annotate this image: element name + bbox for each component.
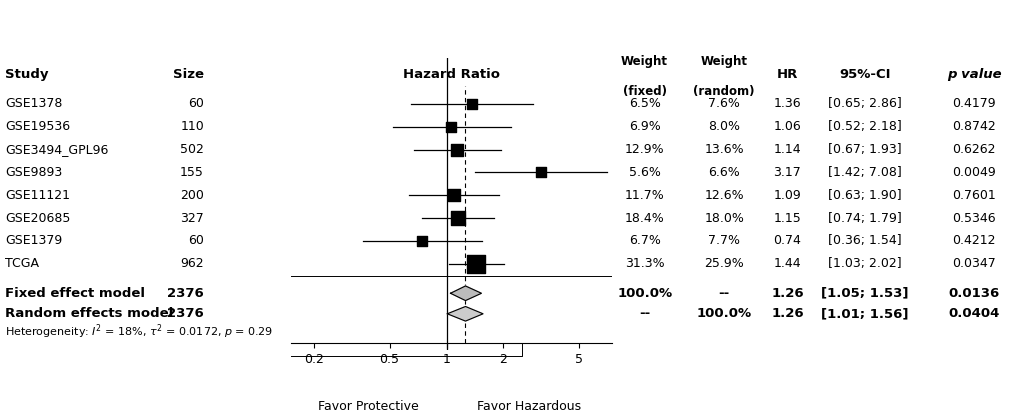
Text: 5.6%: 5.6% — [628, 166, 660, 179]
Text: 8.0%: 8.0% — [707, 120, 740, 133]
Text: 1.09: 1.09 — [772, 189, 801, 202]
Text: 0.0404: 0.0404 — [948, 307, 999, 320]
Text: 100.0%: 100.0% — [696, 307, 751, 320]
Text: 0.7601: 0.7601 — [952, 189, 995, 202]
Text: [0.36; 1.54]: [0.36; 1.54] — [827, 234, 901, 247]
Text: 6.7%: 6.7% — [628, 234, 660, 247]
Text: HR: HR — [776, 68, 797, 81]
Text: 18.0%: 18.0% — [703, 211, 744, 224]
Text: Size: Size — [173, 68, 204, 81]
Text: 0.4179: 0.4179 — [952, 98, 995, 111]
Text: 13.6%: 13.6% — [704, 143, 743, 156]
Text: --: -- — [717, 287, 730, 300]
Point — [449, 215, 466, 221]
Text: Weight: Weight — [700, 55, 747, 68]
Text: [0.63; 1.90]: [0.63; 1.90] — [827, 189, 901, 202]
Text: GSE1378: GSE1378 — [5, 98, 62, 111]
Text: [1.01; 1.56]: [1.01; 1.56] — [820, 307, 908, 320]
Text: 11.7%: 11.7% — [625, 189, 663, 202]
Text: Heterogeneity: $I^2$ = 18%, $\tau^2$ = 0.0172, $p$ = 0.29: Heterogeneity: $I^2$ = 18%, $\tau^2$ = 0… — [5, 323, 273, 342]
Point — [464, 100, 480, 107]
Text: 1.15: 1.15 — [772, 211, 801, 224]
Text: 6.9%: 6.9% — [628, 120, 660, 133]
Text: GSE1379: GSE1379 — [5, 234, 62, 247]
Text: (fixed): (fixed) — [622, 85, 666, 98]
Text: 962: 962 — [180, 257, 204, 270]
Text: [1.42; 7.08]: [1.42; 7.08] — [827, 166, 901, 179]
Text: GSE3494_GPL96: GSE3494_GPL96 — [5, 143, 108, 156]
Text: [1.05; 1.53]: [1.05; 1.53] — [820, 287, 908, 300]
Text: 0.74: 0.74 — [772, 234, 801, 247]
Text: 1.26: 1.26 — [770, 287, 803, 300]
Text: Hazard Ratio: Hazard Ratio — [403, 68, 499, 81]
Point — [448, 146, 465, 153]
Text: --: -- — [638, 307, 650, 320]
Text: 0.0049: 0.0049 — [952, 166, 995, 179]
Text: 1.14: 1.14 — [772, 143, 801, 156]
Text: 6.5%: 6.5% — [628, 98, 660, 111]
Text: 0.8742: 0.8742 — [952, 120, 995, 133]
Point — [468, 260, 484, 267]
Text: 155: 155 — [180, 166, 204, 179]
Text: GSE19536: GSE19536 — [5, 120, 70, 133]
Text: Random effects model: Random effects model — [5, 307, 173, 320]
Text: p value: p value — [946, 68, 1001, 81]
Text: 12.9%: 12.9% — [625, 143, 663, 156]
Polygon shape — [450, 286, 481, 301]
Text: 1.06: 1.06 — [772, 120, 801, 133]
Text: 60: 60 — [187, 98, 204, 111]
Text: 60: 60 — [187, 234, 204, 247]
Text: 95%-CI: 95%-CI — [839, 68, 890, 81]
Text: 0.5346: 0.5346 — [952, 211, 995, 224]
Point — [445, 192, 462, 198]
Text: Favor Protective: Favor Protective — [318, 400, 419, 413]
Text: GSE11121: GSE11121 — [5, 189, 70, 202]
Text: [1.03; 2.02]: [1.03; 2.02] — [827, 257, 901, 270]
Text: 1.26: 1.26 — [770, 307, 803, 320]
Text: 12.6%: 12.6% — [704, 189, 743, 202]
Text: 1.36: 1.36 — [772, 98, 801, 111]
Text: 100.0%: 100.0% — [616, 287, 672, 300]
Text: TCGA: TCGA — [5, 257, 39, 270]
Text: 18.4%: 18.4% — [625, 211, 663, 224]
Text: 0.0347: 0.0347 — [952, 257, 995, 270]
Text: 200: 200 — [180, 189, 204, 202]
Text: 6.6%: 6.6% — [707, 166, 740, 179]
Text: 327: 327 — [180, 211, 204, 224]
Text: 0.4212: 0.4212 — [952, 234, 995, 247]
Point — [442, 123, 459, 130]
Text: Study: Study — [5, 68, 49, 81]
Text: 502: 502 — [180, 143, 204, 156]
Text: 3.17: 3.17 — [772, 166, 801, 179]
Text: Fixed effect model: Fixed effect model — [5, 287, 145, 300]
Text: GSE9893: GSE9893 — [5, 166, 62, 179]
Text: GSE20685: GSE20685 — [5, 211, 70, 224]
Point — [533, 169, 549, 176]
Text: [0.74; 1.79]: [0.74; 1.79] — [827, 211, 901, 224]
Text: 7.7%: 7.7% — [707, 234, 740, 247]
Text: [0.52; 2.18]: [0.52; 2.18] — [827, 120, 901, 133]
Text: 25.9%: 25.9% — [704, 257, 743, 270]
Polygon shape — [447, 306, 483, 321]
Text: 2376: 2376 — [167, 307, 204, 320]
Text: 0.0136: 0.0136 — [948, 287, 999, 300]
Text: (random): (random) — [693, 85, 754, 98]
Text: 2376: 2376 — [167, 287, 204, 300]
Text: 0.6262: 0.6262 — [952, 143, 995, 156]
Text: [0.65; 2.86]: [0.65; 2.86] — [827, 98, 901, 111]
Text: 31.3%: 31.3% — [625, 257, 663, 270]
Text: Favor Hazardous: Favor Hazardous — [477, 400, 581, 413]
Text: 110: 110 — [180, 120, 204, 133]
Point — [414, 238, 430, 244]
Text: [0.67; 1.93]: [0.67; 1.93] — [827, 143, 901, 156]
Text: Weight: Weight — [621, 55, 667, 68]
Text: 1.44: 1.44 — [772, 257, 801, 270]
Text: 7.6%: 7.6% — [707, 98, 740, 111]
